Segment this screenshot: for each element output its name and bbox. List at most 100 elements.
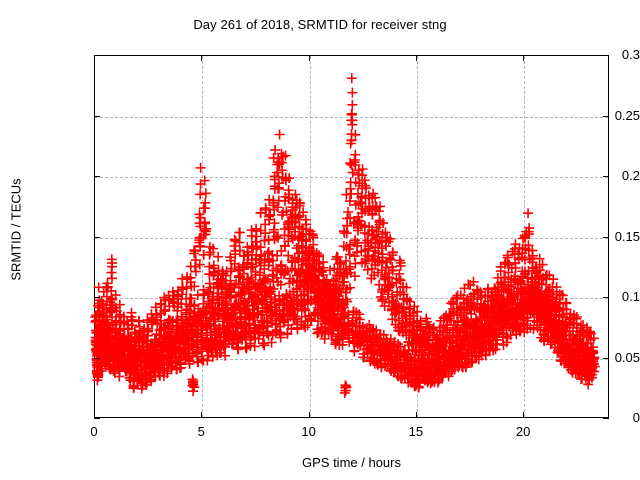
data-point-marker [505, 330, 516, 341]
y-tick-mark-right [603, 236, 609, 238]
data-point-marker [343, 244, 354, 255]
x-tick-mark [201, 412, 203, 418]
data-point-marker [298, 207, 309, 218]
y-tick-mark-right [603, 357, 609, 359]
x-axis-label: GPS time / hours [302, 455, 401, 470]
y-tick-mark [94, 115, 100, 117]
data-point-marker [441, 322, 451, 333]
data-point-marker [387, 250, 398, 261]
data-point-marker [444, 313, 455, 324]
data-point-marker [571, 318, 582, 329]
data-point-marker [272, 250, 283, 261]
data-point-marker [345, 183, 356, 194]
data-point-marker [107, 273, 117, 284]
data-point-marker [347, 87, 358, 98]
data-point-marker [202, 355, 213, 366]
data-point-marker [534, 253, 545, 264]
data-point-marker [362, 335, 373, 346]
data-point-marker [387, 278, 398, 289]
data-point-marker [370, 192, 381, 203]
y-tick-mark [94, 236, 100, 238]
data-point-marker [237, 288, 248, 299]
data-point-marker [362, 264, 373, 275]
data-point-marker [374, 206, 384, 217]
data-point-marker [127, 320, 138, 331]
data-point-marker [415, 315, 426, 326]
data-point-marker [584, 328, 595, 339]
data-point-marker [229, 241, 240, 251]
data-point-marker [227, 309, 238, 320]
data-points-layer [90, 73, 600, 398]
data-point-marker [557, 290, 568, 301]
data-point-marker [275, 279, 286, 290]
data-point-marker [388, 340, 399, 351]
data-point-marker [198, 290, 209, 301]
data-point-marker [395, 341, 405, 352]
data-point-marker [341, 294, 352, 305]
y-tick-mark [94, 55, 100, 56]
data-point-marker [337, 334, 348, 345]
gridline-horizontal [95, 177, 608, 178]
x-tick-label: 5 [197, 424, 205, 439]
data-point-marker [268, 224, 279, 235]
gridline-vertical [202, 56, 204, 417]
data-point-marker [347, 115, 358, 126]
data-point-marker [110, 290, 121, 301]
data-point-marker [341, 256, 351, 266]
data-point-marker [268, 284, 279, 294]
data-point-marker [195, 241, 206, 252]
data-point-marker [190, 261, 201, 272]
data-point-marker [314, 251, 324, 262]
data-point-marker [199, 217, 210, 228]
data-point-marker [394, 274, 405, 285]
data-point-marker [301, 234, 311, 245]
x-tick-mark-top [94, 55, 95, 61]
data-point-marker [234, 245, 245, 256]
data-point-marker [126, 311, 137, 322]
data-point-marker [146, 319, 157, 330]
y-tick-label: 0.1 [621, 289, 640, 304]
y-axis-label: SRMTID / TECUs [8, 178, 24, 281]
y-tick-mark [94, 297, 100, 298]
data-point-marker [256, 282, 267, 293]
data-point-marker [491, 335, 502, 346]
data-point-marker [290, 189, 301, 200]
data-point-marker [258, 338, 269, 349]
y-tick-mark-right [603, 55, 609, 56]
data-point-marker [537, 259, 548, 270]
data-point-marker [272, 202, 283, 213]
data-point-marker [398, 302, 409, 313]
data-point-marker [284, 224, 295, 235]
data-point-marker [347, 99, 358, 110]
data-point-marker [349, 157, 360, 168]
data-point-marker [187, 374, 198, 385]
data-point-marker [338, 302, 349, 313]
data-point-marker [186, 340, 197, 351]
x-tick-mark [523, 412, 525, 418]
data-point-marker [213, 304, 224, 315]
data-point-marker [185, 272, 196, 283]
data-point-marker [387, 265, 398, 276]
data-point-marker [346, 109, 357, 120]
data-point-marker [527, 257, 538, 268]
data-point-marker [468, 276, 479, 287]
gridline-vertical [309, 56, 311, 417]
y-tick-mark [94, 357, 100, 359]
data-point-marker [510, 263, 521, 274]
data-point-marker [255, 207, 266, 218]
y-tick-mark-right [603, 176, 609, 177]
data-point-marker [159, 305, 170, 316]
data-point-marker [97, 366, 108, 376]
data-point-marker [101, 317, 112, 328]
data-point-marker [247, 261, 258, 272]
data-point-marker [523, 208, 534, 219]
data-point-marker [354, 309, 365, 320]
data-point-marker [219, 341, 230, 352]
data-point-marker [363, 243, 374, 254]
data-point-marker [360, 180, 371, 191]
data-point-marker [383, 236, 394, 247]
x-tick-mark-top [201, 55, 203, 61]
data-point-marker [208, 243, 219, 254]
data-point-marker [101, 282, 112, 293]
